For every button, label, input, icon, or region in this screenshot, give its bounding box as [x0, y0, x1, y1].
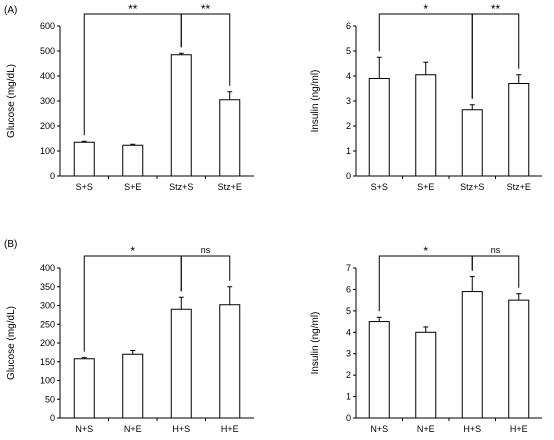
y-tick-label: 1 [346, 392, 351, 402]
y-tick-label: 100 [40, 146, 55, 156]
significance-label: * [423, 2, 428, 16]
panel-label-a: (A) [4, 5, 17, 16]
category-label: H+E [510, 424, 528, 434]
y-tick-label: 50 [45, 394, 55, 404]
category-label: S+E [417, 182, 434, 192]
category-label: S+E [124, 182, 141, 192]
category-label: N+S [75, 424, 93, 434]
bar [415, 331, 437, 419]
significance-label: ** [491, 2, 501, 16]
y-tick-label: 0 [50, 413, 55, 423]
y-tick-label: 5 [346, 46, 351, 56]
significance-bracket [83, 255, 182, 352]
bar [73, 358, 95, 419]
y-tick-label: 200 [40, 338, 55, 348]
significance-bracket [180, 13, 231, 86]
bar [170, 54, 192, 177]
category-label: Stz+E [507, 182, 531, 192]
category-label: S+S [371, 182, 388, 192]
y-tick-label: 200 [40, 121, 55, 131]
bar [368, 321, 390, 419]
significance-label: ** [201, 2, 211, 16]
y-tick-label: 400 [40, 263, 55, 273]
y-tick-label: 3 [346, 349, 351, 359]
y-tick-label: 250 [40, 319, 55, 329]
y-tick-label: 1 [346, 146, 351, 156]
bar [461, 291, 483, 419]
category-label: S+S [76, 182, 93, 192]
category-label: H+E [221, 424, 239, 434]
category-label: Stz+E [218, 182, 242, 192]
significance-bracket [180, 255, 231, 292]
y-tick-label: 150 [40, 357, 55, 367]
category-label: H+S [172, 424, 190, 434]
significance-bracket [471, 13, 520, 99]
bar [461, 109, 483, 177]
y-tick-label: 4 [346, 327, 351, 337]
bar [415, 74, 437, 177]
category-label: N+E [124, 424, 142, 434]
panel-label-b: (B) [4, 239, 17, 250]
y-axis-title: Glucose (mg/dL) [6, 306, 17, 380]
significance-label: * [130, 244, 135, 258]
bar [122, 353, 144, 419]
y-tick-label: 300 [40, 96, 55, 106]
chart-B-insulin: 0 1 2 3 4 5 6 7 Insulin (ng/ml) N+S N+E H+S H+E * ns [310, 244, 542, 434]
category-label: Stz+S [460, 182, 484, 192]
y-tick-label: 100 [40, 376, 55, 386]
bar [122, 144, 144, 177]
chart-B-glucose: 0 50 100 150 200 250 300 350 400 Glucose (mg/dL) N… [6, 244, 254, 434]
significance-label: ns [491, 245, 501, 255]
y-tick-label: 0 [346, 413, 351, 423]
bar [73, 141, 95, 177]
significance-bracket [378, 255, 473, 312]
y-tick-label: 500 [40, 46, 55, 56]
y-tick-label: 350 [40, 282, 55, 292]
y-tick-label: 600 [40, 21, 55, 31]
bar [508, 83, 530, 177]
significance-label: ns [201, 245, 211, 255]
significance-label: ** [128, 2, 138, 16]
category-label: N+S [370, 424, 388, 434]
y-tick-label: 6 [346, 284, 351, 294]
y-tick-label: 400 [40, 71, 55, 81]
y-tick-label: 6 [346, 21, 351, 31]
y-tick-label: 7 [346, 263, 351, 273]
category-label: N+E [417, 424, 435, 434]
significance-label: * [423, 244, 428, 258]
bar [219, 99, 241, 177]
chart-A-glucose: 0 100 200 300 400 500 600 Glucose (mg/dL) S+S S+E… [6, 2, 254, 192]
y-tick-label: 0 [50, 171, 55, 181]
significance-bracket [83, 13, 182, 136]
y-axis-title: Insulin (ng/ml) [310, 70, 321, 133]
significance-bracket [471, 255, 520, 288]
y-tick-label: 0 [346, 171, 351, 181]
y-tick-label: 3 [346, 96, 351, 106]
y-tick-label: 2 [346, 370, 351, 380]
bar [170, 308, 192, 419]
y-tick-label: 4 [346, 71, 351, 81]
bar [508, 299, 530, 419]
category-label: Stz+S [169, 182, 193, 192]
y-tick-label: 2 [346, 121, 351, 131]
y-axis-title: Insulin (ng/ml) [310, 312, 321, 375]
y-axis-title: Glucose (mg/dL) [6, 64, 17, 138]
category-label: H+S [463, 424, 481, 434]
y-tick-label: 300 [40, 301, 55, 311]
y-tick-label: 5 [346, 306, 351, 316]
bar [368, 78, 390, 177]
bar [219, 304, 241, 419]
